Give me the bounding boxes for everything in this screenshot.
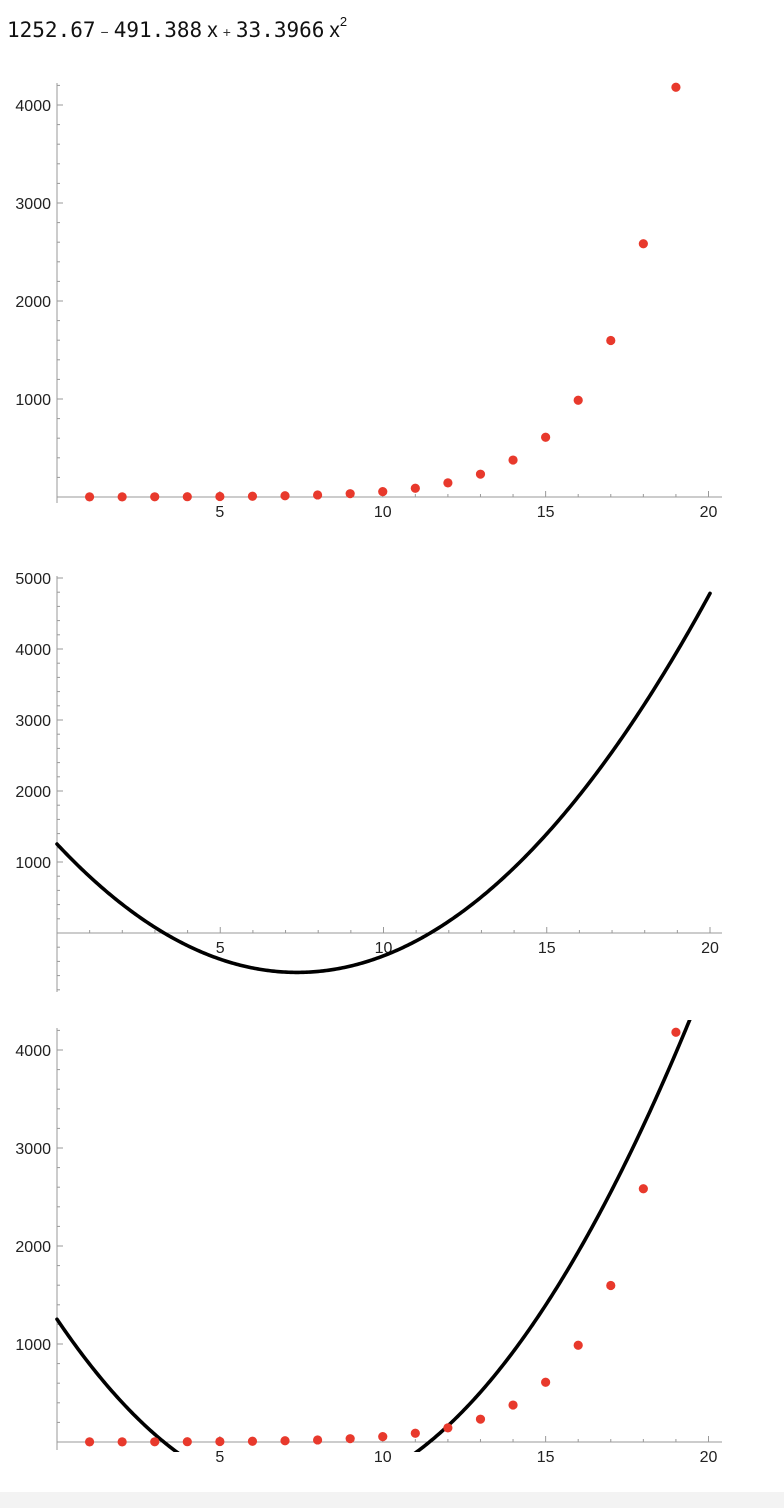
data-point [378,487,388,497]
y-tick-label: 2000 [15,1239,51,1256]
data-point [475,1414,486,1424]
data-point [182,1437,192,1447]
data-point [280,491,290,501]
x-tick-label: 20 [700,1449,718,1466]
data-point [671,82,681,92]
data-point [313,490,323,500]
data-point [378,1432,388,1442]
y-tick-label: 4000 [15,98,51,115]
x-tick-label: 5 [215,1449,224,1466]
data-point [573,395,583,405]
fit-curve [55,591,712,975]
y-tick-label: 4000 [15,642,51,659]
x-tick-label: 20 [701,940,719,957]
data-point [606,335,616,346]
data-point [638,1184,648,1194]
data-point [182,492,192,502]
data-point [313,1435,323,1445]
y-tick-label: 5000 [15,571,51,588]
y-tick-label: 4000 [15,1043,51,1060]
data-point [606,1280,616,1291]
formula-exponent: 2 [339,14,348,29]
y-tick-label: 3000 [15,713,51,730]
x-tick-label: 15 [537,1449,555,1466]
formula-constant: 1252.67 [7,18,96,42]
data-point [475,469,486,479]
data-point [150,492,160,502]
data-point [541,432,551,442]
x-tick-label: 5 [216,940,225,957]
fit-curve [55,1020,692,1452]
data-point [150,1437,160,1447]
formula-var-x2: x [329,19,340,42]
data-point [508,455,518,465]
data-points-plot: 1000 2000 3000 4000 5 10 15 20 [15,82,722,521]
y-tick-label: 1000 [15,855,51,872]
data-point [638,239,648,249]
data-point [215,491,225,502]
data-point [671,1027,681,1037]
data-point [573,1340,583,1350]
y-tick-label: 3000 [15,196,51,213]
data-point [345,489,355,499]
data-point [247,491,258,501]
formula-quadratic-coef: 33.3966 [235,18,325,42]
bottom-strip [0,1492,784,1508]
fit-formula: 1252.67−491.388 x +33.3966 x2 [7,14,348,43]
data-point [345,1434,355,1444]
data-point [247,1436,258,1446]
y-tick-label: 2000 [15,294,51,311]
x-tick-label: 10 [374,504,392,521]
data-point [215,1436,225,1447]
x-tick-label: 15 [537,504,555,521]
data-point [280,1436,290,1446]
y-tick-label: 1000 [15,1337,51,1354]
y-tick-label: 2000 [15,784,51,801]
x-tick-label: 15 [538,940,556,957]
y-tick-label: 1000 [15,392,51,409]
data-point [508,1400,518,1410]
data-point [84,492,95,502]
data-point [443,1423,453,1433]
data-point [410,1428,420,1438]
formula-var-x: x [207,19,218,42]
data-point [410,483,420,493]
x-tick-label: 5 [215,504,224,521]
x-tick-label: 20 [700,504,718,521]
data-point [443,478,453,488]
formula-minus: − [100,24,109,40]
data-point [541,1377,551,1387]
y-tick-label: 3000 [15,1141,51,1158]
data-point [84,1437,95,1447]
overlay-plot: 1000 2000 3000 4000 5 10 15 20 [15,1020,722,1466]
data-point [117,1437,127,1447]
formula-linear-coef: 491.388 [113,18,203,42]
x-tick-label: 10 [374,1449,392,1466]
formula-plus: + [222,24,231,40]
data-point [117,492,127,502]
